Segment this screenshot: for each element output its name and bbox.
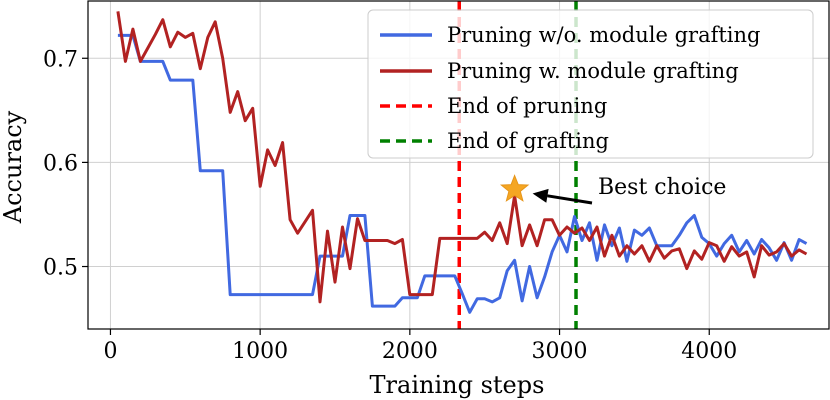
y-axis-ticks: 0.5 0.6 0.7 xyxy=(43,47,88,281)
legend-label-series-1: Pruning w. module grafting xyxy=(447,59,739,83)
x-tick-label: 2000 xyxy=(382,339,438,364)
annotation-group: Best choice xyxy=(499,174,726,205)
x-tick-label: 4000 xyxy=(681,339,737,364)
legend-label-series-0: Pruning w/o. module grafting xyxy=(447,23,761,47)
annotation-arrow xyxy=(547,194,593,205)
y-tick-label: 0.5 xyxy=(43,256,78,281)
x-tick-label: 1000 xyxy=(232,339,288,364)
series-line-1 xyxy=(116,11,808,304)
legend: Pruning w/o. module grafting Pruning w. … xyxy=(367,9,814,159)
x-tick-label: 3000 xyxy=(532,339,588,364)
plot-frame xyxy=(87,0,830,330)
x-tick-label: 0 xyxy=(103,339,117,364)
legend-label-vline-0: End of pruning xyxy=(447,94,607,118)
legend-box xyxy=(367,9,814,159)
annotation-arrow-head xyxy=(532,188,549,203)
y-axis-label: Accuracy xyxy=(0,110,27,224)
x-axis-ticks: 0 1000 2000 3000 4000 xyxy=(103,329,737,364)
x-axis-label: Training steps xyxy=(370,371,545,399)
annotation-label: Best choice xyxy=(598,175,726,200)
series-line-0 xyxy=(117,33,808,314)
y-tick-label: 0.6 xyxy=(43,151,78,176)
best-choice-star-marker xyxy=(499,174,530,202)
legend-label-vline-1: End of grafting xyxy=(447,129,609,153)
series-lines xyxy=(116,11,808,314)
y-tick-label: 0.7 xyxy=(43,47,78,72)
